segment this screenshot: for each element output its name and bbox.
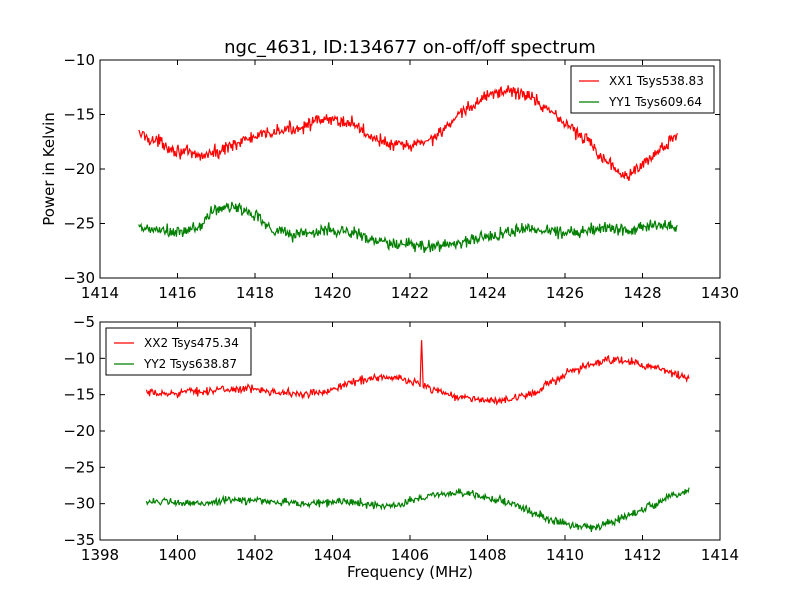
y-tick-label: −30: [63, 269, 95, 287]
x-tick-label: 1430: [701, 284, 739, 302]
legend-box: [105, 327, 252, 376]
legend-box: [570, 65, 715, 114]
x-tick-label: 1420: [313, 284, 351, 302]
y-tick-label: −30: [63, 495, 95, 513]
x-tick-label: 1412: [623, 546, 661, 564]
y-tick-label: −15: [63, 386, 95, 404]
x-tick-label: 1418: [236, 284, 274, 302]
series-line-yy2: [145, 487, 690, 532]
x-tick-label: 1400: [158, 546, 196, 564]
x-axis-label: Frequency (MHz): [347, 563, 473, 581]
y-tick-label: −10: [63, 349, 95, 367]
legend-entry: XX2 Tsys475.34: [144, 336, 239, 350]
x-tick-label: 1414: [701, 546, 739, 564]
y-tick-label: −25: [63, 215, 95, 233]
y-axis-label: Power in Kelvin: [40, 112, 58, 226]
y-tick-label: −5: [73, 313, 95, 331]
series-line-yy1: [138, 201, 678, 253]
x-tick-label: 1410: [546, 546, 584, 564]
y-tick-label: −35: [63, 531, 95, 549]
y-tick-label: −25: [63, 458, 95, 476]
legend-entry: XX1 Tsys538.83: [609, 74, 704, 88]
legend-entry: YY1 Tsys609.64: [608, 95, 702, 109]
y-tick-label: −10: [63, 51, 95, 69]
x-tick-label: 1424: [468, 284, 506, 302]
y-tick-label: −20: [63, 422, 95, 440]
chart-title: ngc_4631, ID:134677 on-off/off spectrum: [224, 37, 596, 58]
x-tick-label: 1406: [391, 546, 429, 564]
x-tick-label: 1414: [81, 284, 119, 302]
bottom-panel: 1398 1400 1402 1404 1406 1408 1410 1412 1414 −35 −…: [63, 313, 739, 564]
series-line-xx1: [138, 85, 678, 181]
y-tick-label: −15: [63, 106, 95, 124]
legend: XX2 Tsys475.34 YY2 Tsys638.87: [105, 327, 252, 376]
x-tick-label: 1408: [468, 546, 506, 564]
top-panel: 1414 1416 1418 1420 1422 1424 1426 1428 1430 −30 −…: [63, 51, 739, 302]
x-tick-label: 1402: [236, 546, 274, 564]
x-tick-label: 1404: [313, 546, 351, 564]
legend: XX1 Tsys538.83 YY1 Tsys609.64: [570, 65, 715, 114]
x-tick-label: 1416: [158, 284, 196, 302]
legend-entry: YY2 Tsys638.87: [143, 357, 237, 371]
x-tick-label: 1398: [81, 546, 119, 564]
y-tick-label: −20: [63, 160, 95, 178]
x-tick-label: 1428: [623, 284, 661, 302]
series-line-xx2: [145, 340, 690, 406]
x-tick-label: 1426: [546, 284, 584, 302]
x-tick-label: 1422: [391, 284, 429, 302]
